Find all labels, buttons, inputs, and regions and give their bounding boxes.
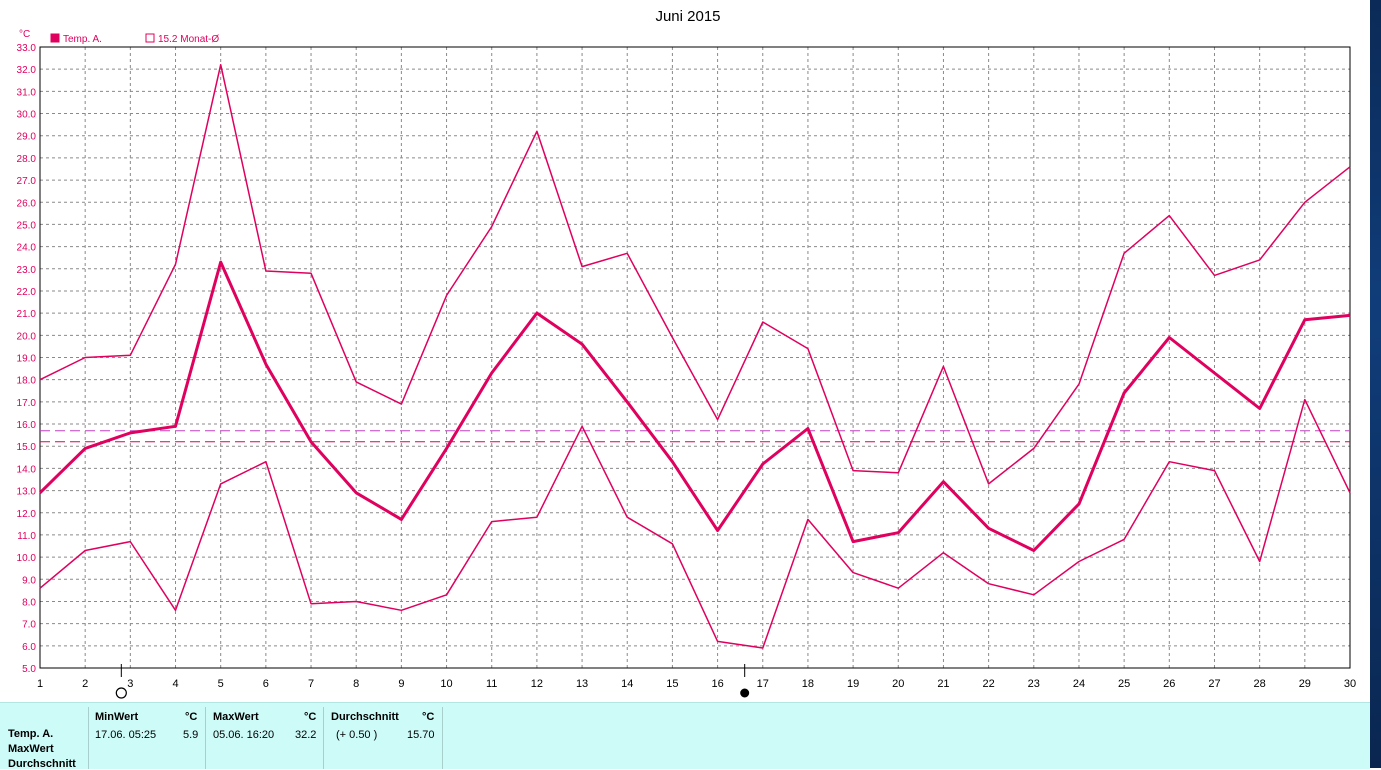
legend-label-temp: Temp. A.: [63, 34, 102, 45]
x-tick-label: 30: [1344, 678, 1356, 690]
y-tick-label: 7.0: [22, 620, 36, 631]
x-tick-label: 1: [37, 678, 43, 690]
y-tick-label: 31.0: [17, 87, 37, 98]
maxwert-header: MaxWert: [213, 711, 259, 723]
x-tick-label: 4: [172, 678, 178, 690]
x-tick-label: 3: [127, 678, 133, 690]
x-tick-label: 8: [353, 678, 359, 690]
durchschnitt-unit: °C: [422, 711, 434, 723]
y-tick-label: 10.0: [17, 553, 37, 564]
y-tick-label: 5.0: [22, 664, 36, 675]
x-tick-label: 17: [757, 678, 769, 690]
legend-swatch-temp: [51, 34, 59, 42]
y-tick-label: 8.0: [22, 597, 36, 608]
y-tick-label: 16.0: [17, 420, 37, 431]
durchschnitt-value: 15.70: [407, 729, 435, 741]
maxwert-column: MaxWert °C 05.06. 16:20 32.2: [205, 707, 324, 769]
maxwert-unit: °C: [304, 711, 316, 723]
minwert-header: MinWert: [95, 711, 138, 723]
series-line: [40, 262, 1350, 550]
stats-panel: Temp. A. MaxWert Durchschnitt MinWert °C…: [0, 702, 1370, 769]
x-tick-label: 19: [847, 678, 859, 690]
y-tick-label: 22.0: [17, 287, 37, 298]
x-tick-label: 9: [398, 678, 404, 690]
x-tick-label: 14: [621, 678, 633, 690]
y-tick-label: 15.0: [17, 442, 37, 453]
y-tick-label: 30.0: [17, 110, 37, 121]
minwert-value: 5.9: [183, 729, 198, 741]
y-tick-label: 20.0: [17, 331, 37, 342]
x-tick-label: 26: [1163, 678, 1175, 690]
x-tick-label: 2: [82, 678, 88, 690]
row-label-max: MaxWert: [8, 743, 54, 755]
new-moon-icon: [741, 689, 749, 697]
y-tick-label: 12.0: [17, 509, 37, 520]
chart-title: Juni 2015: [655, 8, 720, 25]
series-line: [40, 400, 1350, 648]
y-tick-label: 14.0: [17, 464, 37, 475]
y-unit-label: °C: [19, 29, 30, 40]
x-tick-label: 7: [308, 678, 314, 690]
x-tick-label: 5: [218, 678, 224, 690]
chart-area: Juni 2015 °C Temp. A. 15.2 Monat-Ø 5.0 6.0 7.0…: [0, 0, 1381, 702]
maxwert-value: 32.2: [295, 729, 316, 741]
x-tick-label: 16: [711, 678, 723, 690]
row-label-temp: Temp. A.: [8, 728, 53, 740]
x-tick-label: 13: [576, 678, 588, 690]
durchschnitt-column: Durchschnitt °C (+ 0.50 ) 15.70: [323, 707, 443, 769]
x-tick-label: 23: [1028, 678, 1040, 690]
minwert-datetime: 17.06. 05:25: [95, 729, 156, 741]
x-tick-label: 18: [802, 678, 814, 690]
x-tick-label: 12: [531, 678, 543, 690]
y-tick-label: 17.0: [17, 398, 37, 409]
y-tick-label: 28.0: [17, 154, 37, 165]
y-tick-label: 13.0: [17, 487, 37, 498]
y-tick-label: 29.0: [17, 132, 37, 143]
y-tick-label: 9.0: [22, 575, 36, 586]
temperature-chart: Juni 2015 °C Temp. A. 15.2 Monat-Ø 5.0 6.0 7.0…: [0, 0, 1381, 702]
minwert-unit: °C: [185, 711, 197, 723]
full-moon-icon: [116, 688, 126, 698]
y-tick-label: 25.0: [17, 220, 37, 231]
y-tick-label: 32.0: [17, 65, 37, 76]
y-tick-label: 24.0: [17, 243, 37, 254]
x-tick-label: 22: [982, 678, 994, 690]
y-tick-label: 23.0: [17, 265, 37, 276]
durchschnitt-delta: (+ 0.50 ): [336, 729, 377, 741]
y-tick-label: 33.0: [17, 43, 37, 54]
y-tick-label: 26.0: [17, 198, 37, 209]
x-tick-label: 28: [1254, 678, 1266, 690]
x-tick-label: 27: [1208, 678, 1220, 690]
legend-swatch-avg: [146, 34, 154, 42]
x-tick-label: 29: [1299, 678, 1311, 690]
y-tick-label: 19.0: [17, 354, 37, 365]
durchschnitt-header: Durchschnitt: [331, 711, 399, 723]
y-tick-label: 6.0: [22, 642, 36, 653]
x-tick-label: 21: [937, 678, 949, 690]
x-tick-label: 24: [1073, 678, 1085, 690]
y-tick-label: 18.0: [17, 376, 37, 387]
legend-label-avg: 15.2 Monat-Ø: [158, 34, 219, 45]
y-tick-label: 27.0: [17, 176, 37, 187]
x-tick-label: 6: [263, 678, 269, 690]
series-line: [40, 65, 1350, 484]
x-tick-label: 20: [892, 678, 904, 690]
y-tick-label: 11.0: [17, 531, 36, 542]
x-tick-label: 10: [440, 678, 452, 690]
maxwert-datetime: 05.06. 16:20: [213, 729, 274, 741]
x-tick-label: 11: [486, 678, 497, 690]
x-tick-label: 25: [1118, 678, 1130, 690]
y-tick-label: 21.0: [17, 309, 37, 320]
minwert-column: MinWert °C 17.06. 05:25 5.9: [88, 707, 206, 769]
x-tick-label: 15: [666, 678, 678, 690]
window-edge: [1370, 0, 1381, 768]
row-label-avg: Durchschnitt: [8, 758, 76, 770]
